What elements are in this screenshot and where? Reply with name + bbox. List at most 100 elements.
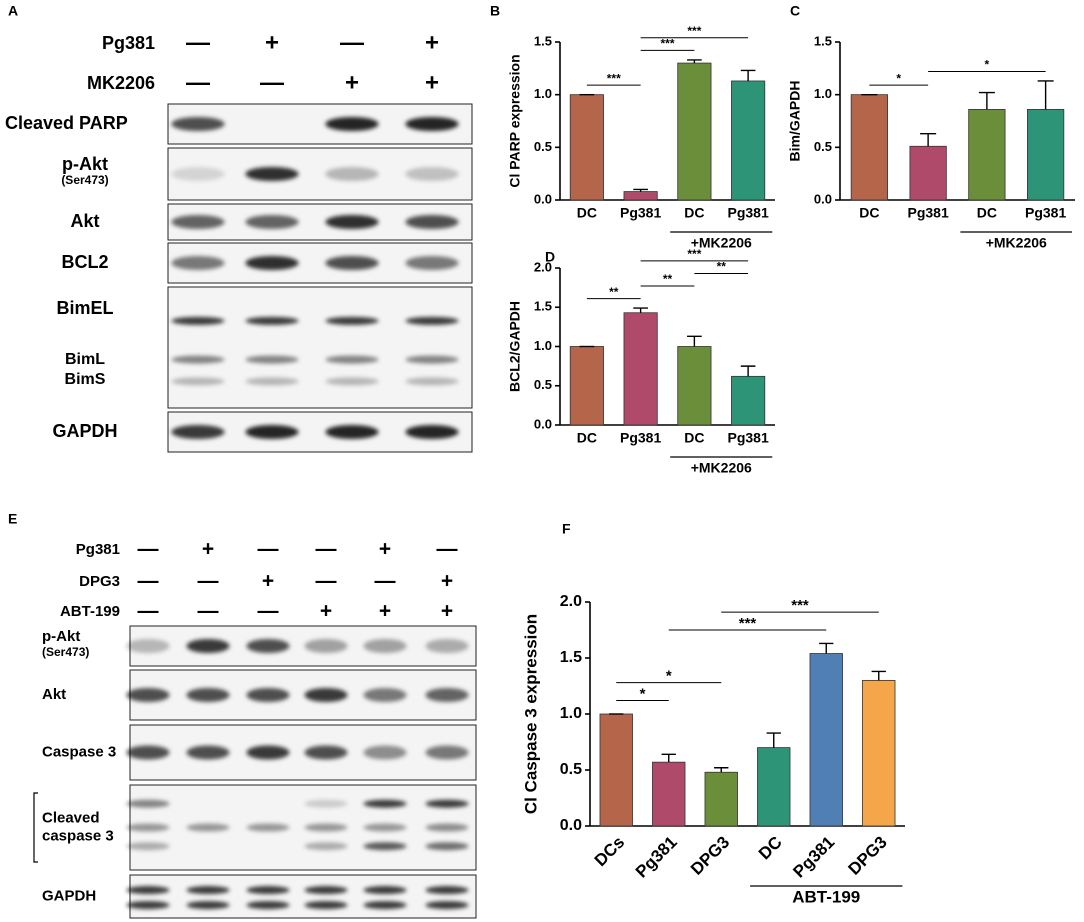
band <box>126 823 170 832</box>
condition-sign: + <box>262 570 274 593</box>
y-tick-label: 0.5 <box>534 139 552 154</box>
band <box>405 355 459 364</box>
x-tick-label: DC <box>577 430 597 446</box>
condition-label: MK2206 <box>87 73 155 93</box>
bands <box>171 256 459 270</box>
blot-row-label: Akt <box>70 211 99 231</box>
bar <box>731 375 766 426</box>
y-axis-label: Bim/GAPDH <box>787 81 803 162</box>
condition-sign: — <box>340 29 364 56</box>
bands <box>171 425 459 439</box>
bar <box>652 761 686 827</box>
bands <box>126 688 469 702</box>
x-tick-label: Pg381 <box>620 205 661 221</box>
band <box>246 886 290 895</box>
bands <box>126 799 469 851</box>
band <box>325 425 379 439</box>
y-tick-label: 1.5 <box>534 299 552 314</box>
bar <box>677 346 712 426</box>
significance-label: ** <box>717 260 727 274</box>
blot-frame <box>129 724 477 781</box>
band <box>246 745 290 760</box>
bands <box>126 745 469 760</box>
condition-sign: + <box>202 538 214 561</box>
band <box>246 688 290 702</box>
significance-label: * <box>640 686 646 703</box>
error-bar <box>766 732 781 748</box>
band <box>186 901 230 910</box>
band <box>325 167 379 181</box>
band <box>126 799 170 808</box>
error-bar <box>1037 80 1054 110</box>
condition-sign: — <box>316 538 337 561</box>
band <box>405 377 459 386</box>
condition-label: Pg381 <box>102 33 155 53</box>
condition-sign: + <box>441 600 453 623</box>
band <box>304 886 348 895</box>
band <box>304 823 348 832</box>
band <box>126 688 170 702</box>
x-tick-label: Pg381 <box>1025 205 1066 221</box>
band <box>126 745 170 760</box>
band <box>245 215 299 229</box>
condition-label: DPG3 <box>79 573 120 590</box>
band <box>126 886 170 895</box>
blot-frame <box>129 669 477 721</box>
significance-label: *** <box>607 71 621 85</box>
bar <box>623 312 658 426</box>
band <box>325 256 379 270</box>
bracket <box>33 792 38 863</box>
band <box>171 377 225 386</box>
error-bar <box>714 767 729 773</box>
panel-label: A <box>8 3 18 19</box>
panel-label: F <box>562 521 571 537</box>
y-tick-label: 0.0 <box>814 191 832 206</box>
panel-label: D <box>545 249 555 265</box>
band <box>363 823 407 832</box>
blot-row-label: BCL2 <box>61 252 108 272</box>
band <box>186 688 230 702</box>
condition-label: Pg381 <box>76 541 120 558</box>
x-tick-label: DC <box>684 205 704 221</box>
y-tick-label: 1.5 <box>534 33 552 48</box>
band <box>171 167 225 181</box>
x-tick-label: DC <box>577 205 597 221</box>
x-tick-label: Pg381 <box>728 430 769 446</box>
blot-row-note: (Ser473) <box>42 645 89 659</box>
band <box>126 842 170 851</box>
x-tick-label: DPG3 <box>845 833 891 879</box>
band <box>363 639 407 653</box>
y-axis-label: BCL2/GAPDH <box>507 301 523 392</box>
error-bar <box>920 132 937 147</box>
band <box>304 799 348 808</box>
band <box>425 823 469 832</box>
significance-label: *** <box>687 24 701 38</box>
condition-sign: — <box>138 570 159 593</box>
bar <box>599 713 633 827</box>
band <box>363 799 407 808</box>
blot-frame <box>167 286 473 409</box>
y-tick-label: 1.5 <box>814 33 832 48</box>
bar <box>809 653 843 827</box>
x-tick-label: DPG3 <box>687 833 733 879</box>
group-label: +MK2206 <box>986 235 1047 251</box>
bar <box>862 680 896 827</box>
x-tick-label: DCs <box>591 833 628 870</box>
band <box>186 639 230 653</box>
bar <box>569 346 604 426</box>
band <box>363 842 407 851</box>
band <box>425 901 469 910</box>
band <box>425 842 469 851</box>
group-label: +MK2206 <box>691 460 752 476</box>
x-tick-label: DC <box>684 430 704 446</box>
bar <box>569 94 604 201</box>
error-bar <box>633 188 648 192</box>
condition-sign: + <box>320 600 332 623</box>
y-tick-label: 0.0 <box>560 817 582 834</box>
bar <box>1027 109 1065 201</box>
y-tick-label: 1.0 <box>560 705 582 722</box>
band <box>171 316 225 325</box>
band <box>171 117 225 131</box>
blot-row-note: (Ser473) <box>61 173 108 187</box>
